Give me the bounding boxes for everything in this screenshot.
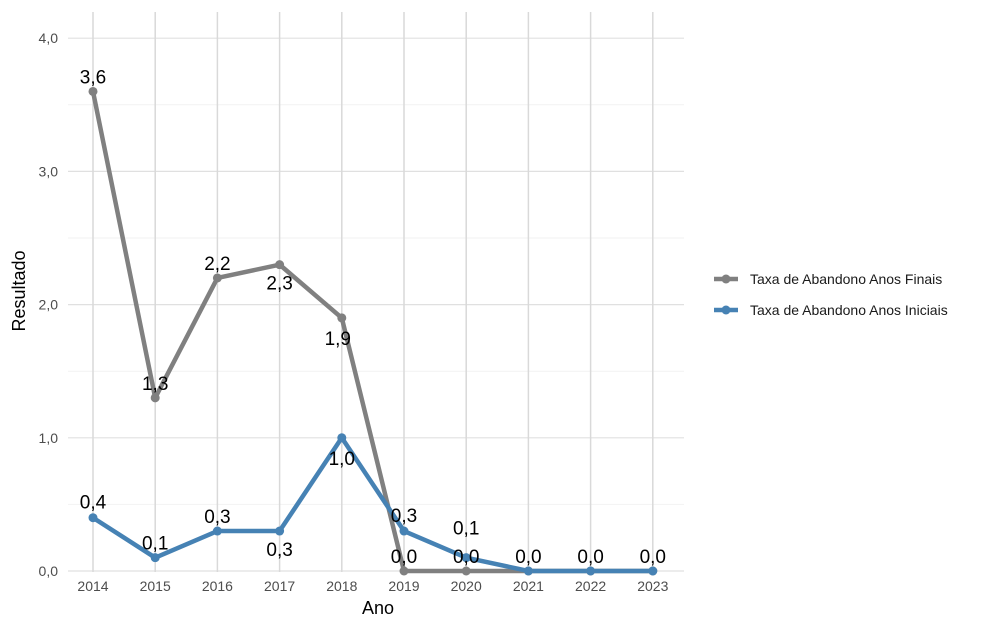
data-label: 0,3	[204, 507, 230, 528]
data-label: 1,3	[142, 374, 168, 395]
series-point-1	[648, 566, 658, 576]
data-label: 0,0	[391, 547, 417, 568]
y-tick-label: 3,0	[39, 163, 59, 179]
y-tick-label: 4,0	[39, 30, 59, 46]
series-point-1	[586, 566, 596, 576]
data-label: 0,0	[453, 547, 479, 568]
series-point-1	[337, 433, 347, 443]
grid	[68, 12, 684, 572]
x-tick-label: 2015	[140, 578, 171, 594]
y-tick-label: 1,0	[39, 430, 59, 446]
x-tick-label: 2020	[451, 578, 482, 594]
x-tick-label: 2016	[202, 578, 233, 594]
series-lines	[90, 89, 656, 574]
series-point-0	[88, 86, 98, 96]
series-point-1	[461, 553, 471, 563]
series-point-0	[461, 566, 471, 576]
data-label: 0,3	[266, 540, 292, 561]
data-label: 1,9	[325, 329, 351, 350]
data-label: 0,1	[453, 519, 479, 540]
data-label: 3,6	[80, 67, 106, 88]
series-point-0	[399, 566, 409, 576]
x-tick-label: 2018	[326, 578, 357, 594]
series-point-1	[150, 553, 160, 563]
y-axis-ticks: 0,0 1,0 2,0 3,0 4,0	[39, 30, 59, 579]
x-tick-label: 2021	[513, 578, 544, 594]
data-label: 0,0	[577, 547, 603, 568]
y-tick-label: 2,0	[39, 297, 59, 313]
data-label: 1,0	[329, 449, 355, 470]
legend-key-point	[721, 274, 731, 284]
series-point-1	[88, 513, 98, 523]
x-axis-title: Ano	[362, 598, 394, 617]
x-tick-label: 2014	[77, 578, 108, 594]
data-label: 2,2	[204, 254, 230, 275]
data-label: 0,4	[80, 493, 107, 514]
x-tick-label: 2022	[575, 578, 606, 594]
data-labels: 3,6 1,3 2,2 2,3 1,9 0,0 0,0 0,0 0,0 0,0 0,4 0,1 0,3 0…	[80, 67, 666, 568]
series-point-0	[275, 260, 285, 270]
data-label: 2,3	[266, 274, 292, 295]
series-point-0	[337, 313, 347, 323]
x-tick-label: 2023	[637, 578, 668, 594]
data-label: 0,0	[640, 547, 666, 568]
series-line-1	[90, 435, 656, 574]
data-label: 0,3	[391, 506, 417, 527]
series-point-1	[523, 566, 533, 576]
series-point-0	[150, 393, 160, 403]
data-label: 0,0	[515, 547, 541, 568]
x-tick-label: 2019	[388, 578, 419, 594]
y-axis-title: Resultado	[9, 250, 29, 331]
series-point-0	[212, 273, 222, 283]
x-axis-ticks: 2014 2015 2016 2017 2018 2019 2020 2021 2022 2023	[77, 578, 668, 594]
series-point-1	[399, 526, 409, 536]
series-points	[88, 86, 658, 576]
data-label: 0,1	[142, 534, 168, 555]
x-tick-label: 2017	[264, 578, 295, 594]
legend-label: Taxa de Abandono Anos Finais	[750, 271, 942, 287]
series-point-1	[212, 526, 222, 536]
legend-key-point	[721, 305, 731, 315]
legend-label: Taxa de Abandono Anos Iniciais	[750, 302, 948, 318]
y-tick-label: 0,0	[39, 563, 59, 579]
series-line-0	[90, 89, 656, 574]
series-point-1	[275, 526, 285, 536]
legend: Taxa de Abandono Anos Finais Taxa de Aban…	[714, 271, 948, 318]
